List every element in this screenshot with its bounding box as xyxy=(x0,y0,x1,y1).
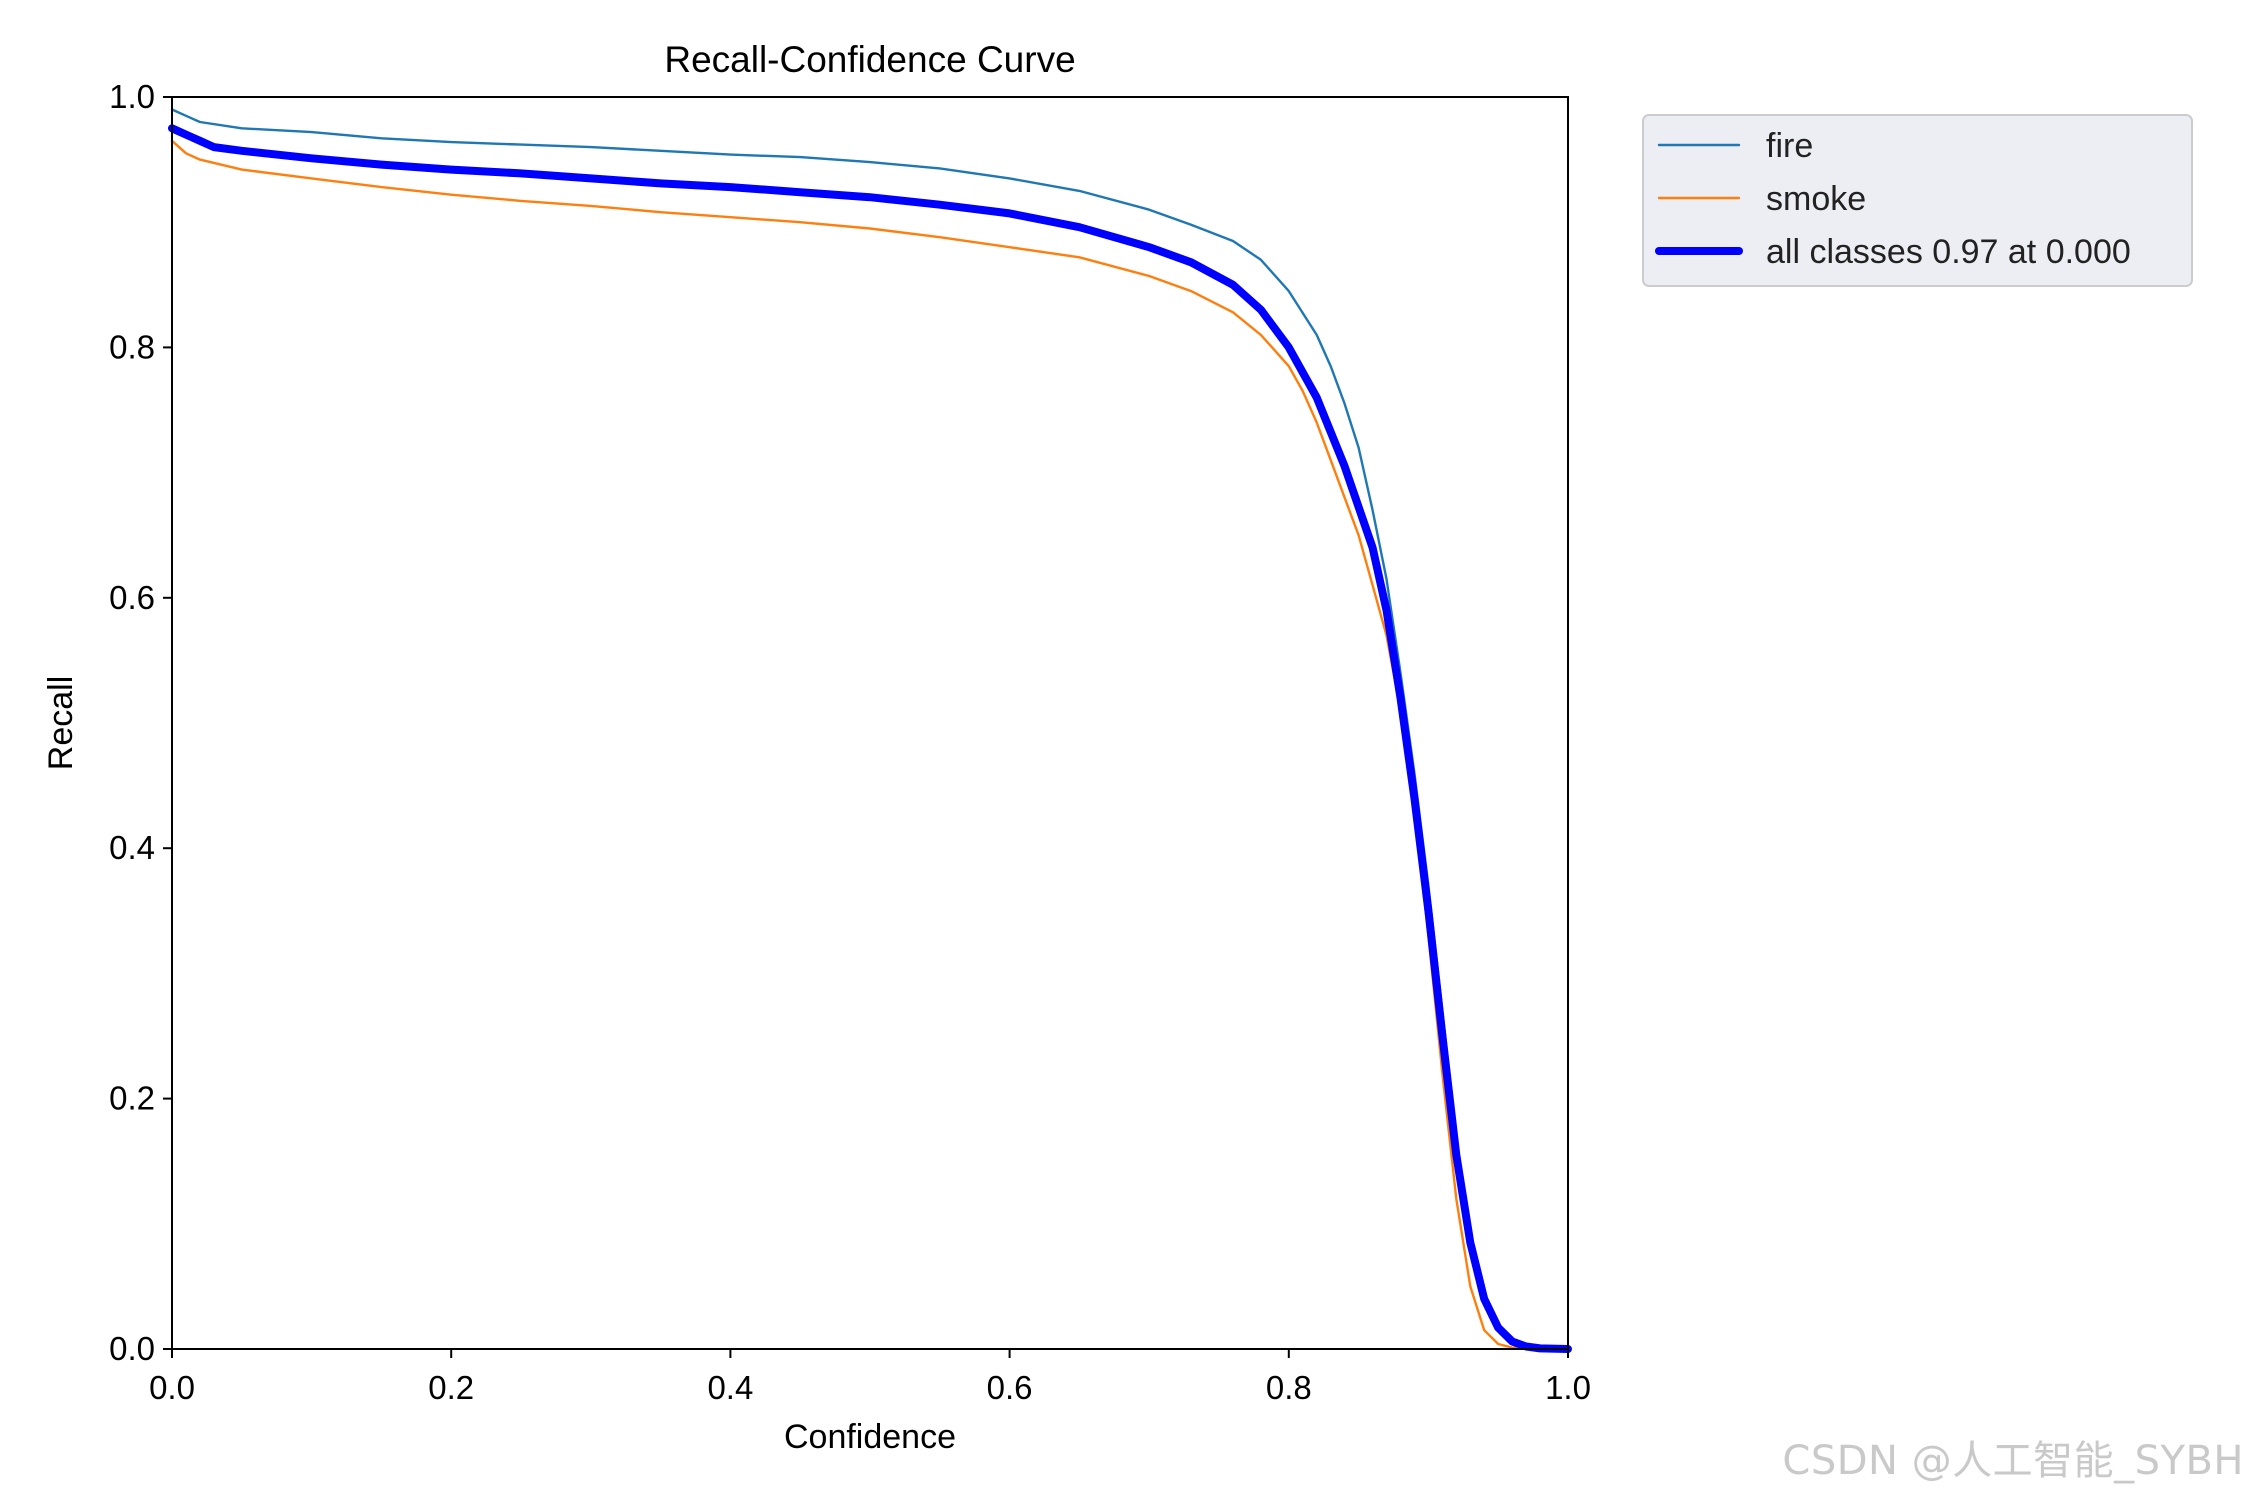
y-tick-label: 0.6 xyxy=(109,579,155,616)
x-tick-label: 0.0 xyxy=(149,1369,195,1406)
x-tick-label: 0.4 xyxy=(707,1369,753,1406)
legend-label: fire xyxy=(1766,127,1813,165)
legend: fire smoke all classes 0.97 at 0.000 xyxy=(1642,114,2193,287)
legend-frame xyxy=(1642,114,2193,287)
series-line-2 xyxy=(168,124,1572,1353)
y-tick-label: 1.0 xyxy=(109,78,155,115)
series-layer xyxy=(168,108,1572,1353)
y-tick-label: 0.2 xyxy=(109,1080,155,1117)
x-axis-ticks: 0.0 0.2 0.4 0.6 0.8 1.0 xyxy=(149,1349,1591,1406)
legend-label: smoke xyxy=(1766,180,1866,218)
x-tick-label: 0.6 xyxy=(987,1369,1033,1406)
watermark: CSDN @人工智能_SYBH xyxy=(1782,1438,2244,1484)
x-tick-label: 1.0 xyxy=(1545,1369,1591,1406)
x-tick-label: 0.2 xyxy=(428,1369,474,1406)
series-line-0 xyxy=(170,108,1570,1351)
y-axis-label: Recall xyxy=(42,676,80,770)
series-line-1 xyxy=(170,139,1570,1351)
plot-frame xyxy=(171,96,1569,1350)
y-axis-ticks: 0.0 0.2 0.4 0.6 0.8 1.0 xyxy=(109,78,172,1367)
x-axis-label: Confidence xyxy=(784,1418,956,1456)
y-tick-label: 0.8 xyxy=(109,328,155,365)
legend-label: all classes 0.97 at 0.000 xyxy=(1766,233,2131,271)
chart-title: Recall-Confidence Curve xyxy=(664,39,1075,80)
x-tick-label: 0.8 xyxy=(1266,1369,1312,1406)
y-tick-label: 0.4 xyxy=(109,829,155,866)
y-tick-label: 0.0 xyxy=(109,1330,155,1367)
